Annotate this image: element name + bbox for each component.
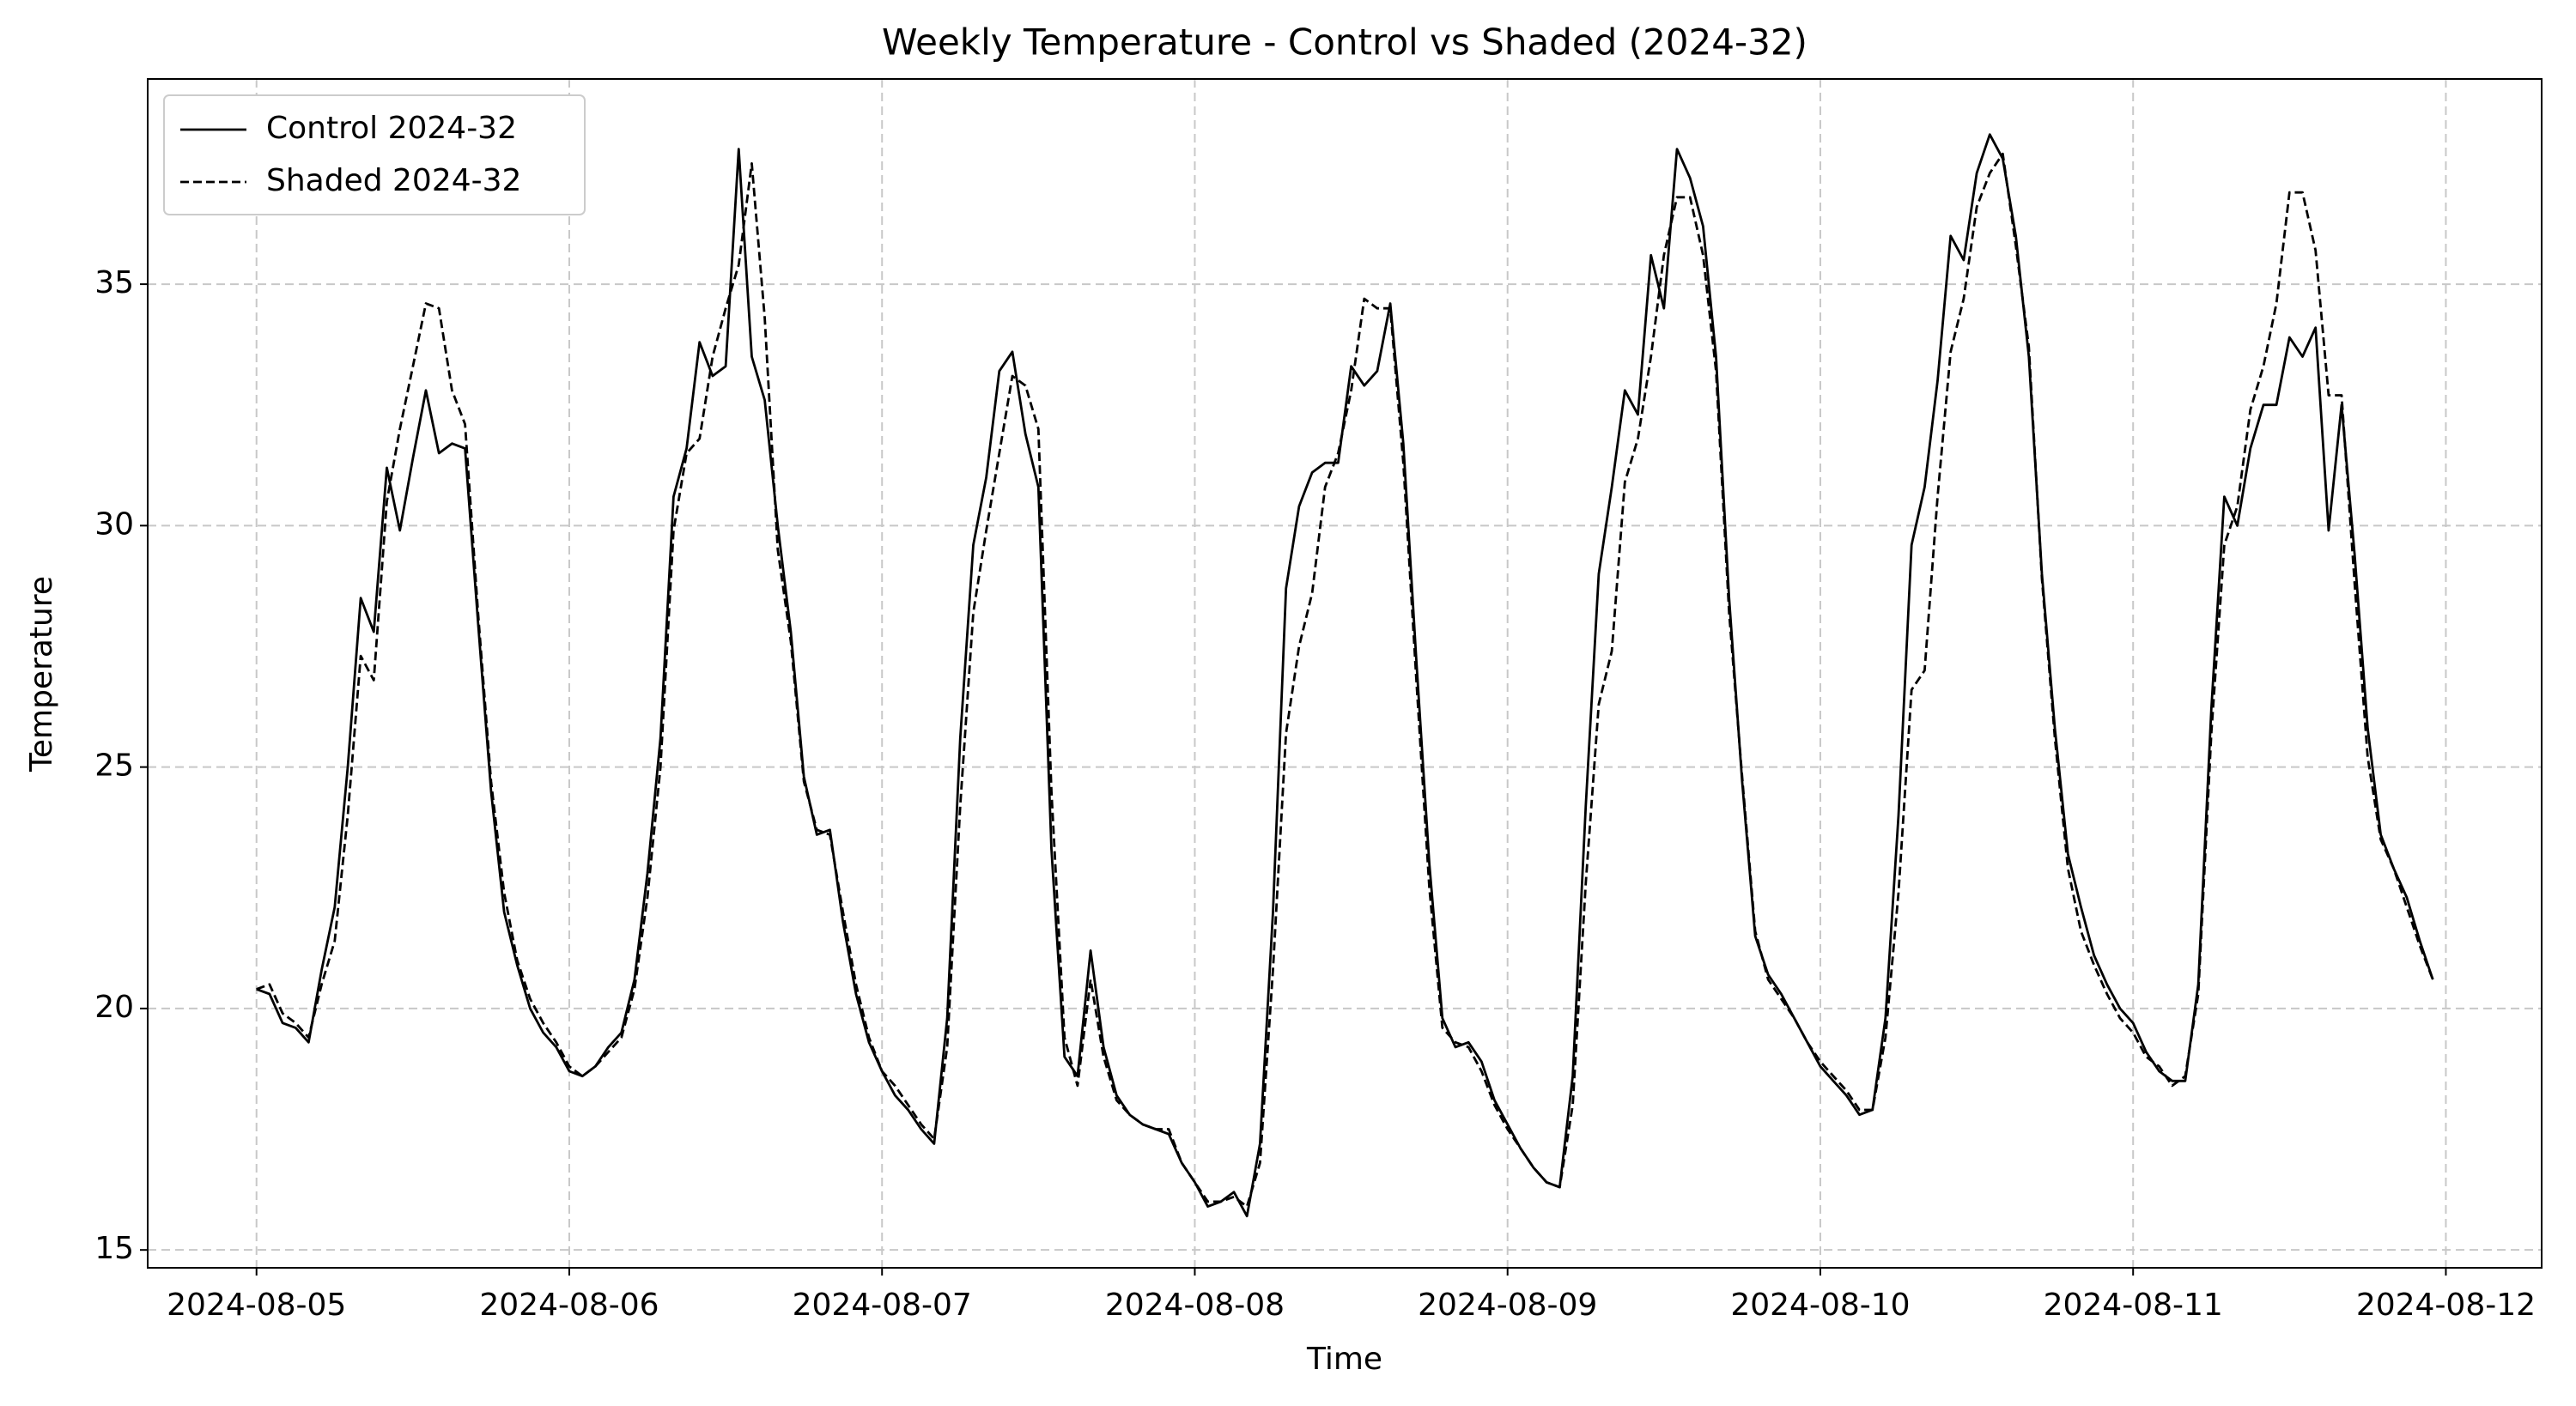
x-tick-label: 2024-08-08	[1105, 1288, 1285, 1323]
chart-title: Weekly Temperature - Control vs Shaded (…	[882, 21, 1807, 64]
line-series	[256, 152, 2434, 1208]
x-tick-label: 2024-08-06	[479, 1288, 659, 1323]
x-tick-label: 2024-08-09	[1418, 1288, 1597, 1323]
x-tick-label: 2024-08-11	[2044, 1288, 2223, 1323]
y-tick-label: 25	[94, 748, 134, 784]
y-tick-label: 20	[94, 990, 134, 1025]
plot-frame	[147, 78, 2543, 1269]
x-tick-label: 2024-08-07	[793, 1288, 972, 1323]
legend-box	[163, 94, 586, 215]
legend-label: Shaded 2024-32	[266, 163, 521, 198]
y-axis-label: Temperature	[24, 576, 59, 773]
x-tick-label: 2024-08-05	[167, 1288, 346, 1323]
y-tick-label: 30	[94, 506, 134, 542]
x-axis-label: Time	[1306, 1342, 1382, 1377]
y-tick-label: 15	[94, 1231, 134, 1266]
y-tick-label: 35	[94, 265, 134, 300]
line-series	[256, 133, 2434, 1218]
legend-label: Control 2024-32	[266, 111, 517, 146]
x-tick-label: 2024-08-12	[2356, 1288, 2536, 1323]
x-tick-label: 2024-08-10	[1730, 1288, 1910, 1323]
